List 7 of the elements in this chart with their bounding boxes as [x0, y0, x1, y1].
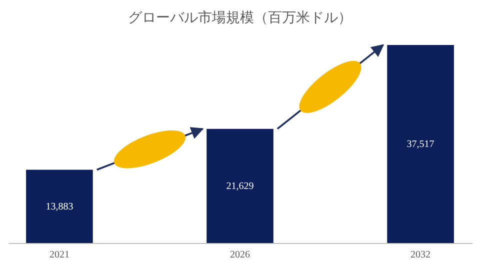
- x-tick-label: 2021: [49, 250, 70, 260]
- x-tick-label: 2032: [410, 250, 431, 260]
- data-label: 13,883: [46, 201, 74, 212]
- chart-title: グローバル市場規模（百万米ドル）: [128, 10, 352, 26]
- x-tick-label: 2026: [230, 250, 250, 260]
- data-label: 37,517: [406, 139, 434, 150]
- data-label: 21,629: [226, 180, 254, 192]
